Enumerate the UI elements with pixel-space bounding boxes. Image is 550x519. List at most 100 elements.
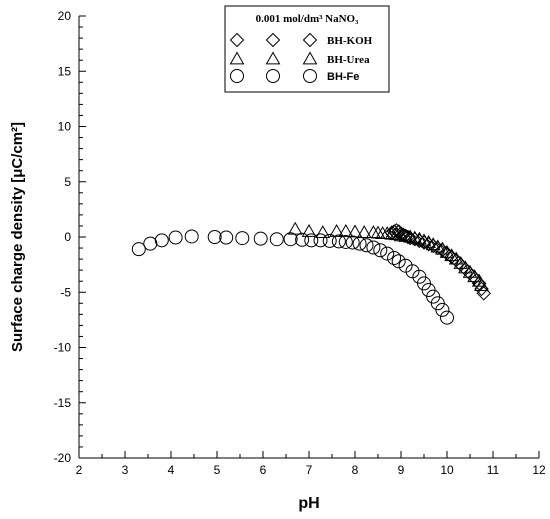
- diamond-point: [412, 233, 427, 249]
- diamond-point: [384, 225, 400, 240]
- diamond-point: [425, 238, 441, 254]
- diamond-point: [474, 281, 489, 297]
- legend-label: BH-Urea: [327, 54, 370, 66]
- x-axis-label: pH: [298, 495, 319, 512]
- y-tick-label: -5: [60, 285, 71, 299]
- diamond-point: [444, 249, 459, 265]
- y-axis-label: Surface charge density [μC/cm²]: [9, 122, 26, 352]
- diamond-point: [407, 232, 423, 247]
- circle-point: [373, 243, 388, 258]
- circle-point: [295, 232, 310, 247]
- x-tick-label: 3: [122, 463, 129, 477]
- triangle-point: [366, 225, 381, 238]
- series-bh-fe: [131, 229, 454, 325]
- diamond-point: [430, 240, 446, 256]
- diamond-point: [398, 228, 413, 244]
- x-tick-label: 11: [487, 463, 500, 477]
- triangle-point: [462, 264, 478, 278]
- triangle-point: [287, 221, 303, 235]
- triangle-point: [448, 251, 464, 265]
- legend-diamond-symbol: [229, 32, 245, 48]
- diamond-point: [393, 226, 409, 241]
- triangle-point: [301, 223, 317, 237]
- legend-box: [224, 5, 390, 93]
- x-tick-label: 7: [306, 463, 313, 477]
- y-tick-label: 10: [58, 120, 72, 134]
- circle-point: [391, 254, 406, 269]
- x-tick-label: 10: [440, 463, 454, 477]
- diamond-point: [402, 230, 418, 246]
- circle-point: [131, 242, 146, 257]
- diamond-point: [416, 235, 432, 250]
- triangle-point: [356, 225, 372, 238]
- diamond-point: [389, 223, 404, 238]
- diamond-point: [396, 227, 411, 242]
- x-tick-label: 6: [260, 463, 267, 477]
- diamond-point: [471, 276, 487, 291]
- legend: 0.001 mol/dm³ NaNO₃ BH-KOH BH-Urea BH-Fe: [224, 5, 390, 93]
- circle-point: [331, 234, 346, 249]
- circle-point: [207, 230, 222, 244]
- circle-point: [359, 238, 374, 253]
- y-tick-label: 15: [58, 64, 72, 78]
- circle-point: [154, 233, 169, 248]
- circle-point: [380, 246, 395, 261]
- x-tick-label: 8: [352, 463, 359, 477]
- circle-point: [184, 229, 199, 244]
- diamond-point: [467, 270, 482, 286]
- circle-point: [313, 233, 328, 248]
- legend-triangle-symbol: [265, 51, 281, 65]
- diamond-point: [439, 246, 455, 261]
- legend-circle-symbol: [230, 69, 244, 83]
- y-tick-label: 5: [64, 175, 71, 189]
- data-marks: [131, 221, 492, 325]
- legend-diamond-symbol: [265, 32, 281, 48]
- triangle-point: [338, 223, 354, 237]
- diamond-point: [435, 243, 450, 258]
- y-tick-label: -15: [54, 396, 72, 410]
- circle-point: [322, 233, 337, 248]
- y-tick-label: 0: [64, 230, 71, 244]
- circle-point: [304, 233, 319, 248]
- x-tick-label: 2: [76, 463, 83, 477]
- circle-point: [253, 231, 268, 246]
- ticks: 2 3 4 5 6 7 8 9 10 11 12 20 15 10 5 0 -5 -10 -15 -20: [54, 9, 546, 477]
- legend-label: BH-KOH: [327, 35, 373, 47]
- y-tick-label: 20: [58, 9, 72, 23]
- legend-label: BH-Fe: [327, 71, 359, 83]
- diamond-point: [421, 236, 436, 252]
- circle-point: [168, 230, 183, 245]
- circle-point: [440, 310, 454, 325]
- triangle-point: [453, 256, 469, 269]
- triangle-point: [315, 225, 331, 238]
- triangle-point: [370, 225, 386, 239]
- circle-point: [387, 250, 402, 265]
- y-tick-label: -20: [54, 451, 72, 465]
- y-tick-label: -10: [54, 341, 72, 355]
- triangle-point: [347, 224, 363, 238]
- legend-circle-symbol: [303, 69, 317, 83]
- diamond-point: [476, 286, 492, 301]
- triangle-point: [329, 223, 344, 237]
- circle-point: [219, 230, 234, 245]
- circle-point: [143, 236, 158, 251]
- circle-point: [366, 240, 381, 255]
- legend-triangle-symbol: [229, 51, 245, 65]
- triangle-point: [379, 226, 395, 240]
- circle-point: [283, 232, 298, 247]
- circle-point: [338, 234, 353, 249]
- circle-point: [345, 235, 360, 250]
- x-tick-label: 4: [168, 463, 175, 477]
- circle-point: [435, 302, 450, 317]
- legend-circle-symbol: [266, 69, 280, 83]
- legend-title: 0.001 mol/dm³ NaNO₃: [256, 13, 360, 25]
- series-bh-koh: [384, 223, 492, 301]
- x-tick-label: 12: [532, 463, 546, 477]
- legend-triangle-symbol: [302, 51, 318, 65]
- circle-point: [269, 232, 284, 247]
- legend-diamond-symbol: [302, 32, 318, 48]
- circle-point: [235, 231, 250, 246]
- legend-rows: BH-KOH BH-Urea BH-Fe: [229, 32, 373, 83]
- x-tick-label: 5: [214, 463, 221, 477]
